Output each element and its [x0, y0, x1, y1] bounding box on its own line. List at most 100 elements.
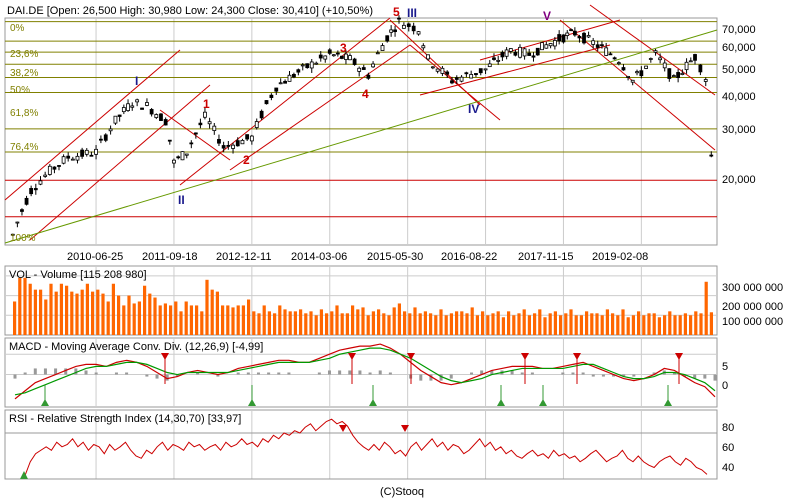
candle-body-4-1 [99, 138, 103, 141]
candle-body-17-3 [361, 67, 366, 70]
volume-bar-0 [13, 301, 17, 335]
volume-bar-2 [23, 277, 27, 335]
volume-tick-100m: 100 000 000 [722, 316, 783, 328]
volume-bar-115 [611, 313, 615, 335]
price-tick-60000: 60,000 [722, 42, 756, 54]
macd-histogram-35 [368, 372, 372, 375]
volume-bar-95 [507, 311, 511, 335]
volume-panel: VOL - Volume [115 208 980] 300 000 000 2… [4, 265, 783, 336]
candle-body-20-0 [397, 17, 401, 20]
candle-body-24-4 [500, 51, 505, 58]
candle-body-34-2 [680, 72, 685, 75]
volume-bar-15 [91, 291, 95, 335]
candle-body-7-2 [154, 114, 159, 118]
volume-bar-64 [345, 313, 349, 335]
candle-body-26-6 [552, 40, 557, 47]
macd-sell-marker-2 [407, 353, 415, 360]
volume-bar-107 [569, 309, 573, 335]
candle-body-22-4 [445, 71, 450, 75]
volume-bar-114 [605, 309, 609, 335]
candle-body-1-2 [38, 180, 43, 185]
macd-header: MACD - Moving Average Conv. Div. (12,26,… [9, 341, 263, 353]
candle-body-30-0 [616, 62, 621, 65]
volume-bar-16 [96, 289, 100, 335]
macd-panel: MACD - Moving Average Conv. Div. (12,26,… [4, 337, 728, 408]
candle-body-16-3 [340, 55, 344, 59]
macd-histogram-20 [216, 374, 220, 377]
candle-body-27-2 [569, 29, 573, 31]
volume-bar-94 [501, 317, 505, 335]
candle-body-6-1 [135, 99, 140, 103]
macd-histogram-51 [530, 372, 534, 375]
rsi-tick-60: 60 [722, 442, 734, 454]
volume-bar-49 [267, 311, 271, 335]
trend-line-10 [589, 4, 716, 96]
candle-body-32-0 [639, 70, 644, 77]
price-axis: 70,000 60,000 50,000 40,000 30,000 20,00… [722, 24, 756, 186]
candle-body-1-3 [43, 174, 48, 177]
rsi-tick-80: 80 [722, 422, 734, 434]
candle-body-15-5 [323, 55, 328, 60]
volume-bar-32 [179, 311, 183, 335]
macd-histogram-54 [561, 372, 565, 375]
macd-histogram-2 [33, 368, 37, 375]
volume-bar-57 [309, 311, 313, 335]
candle-body-16-1 [331, 54, 336, 57]
macd-markers [41, 353, 683, 406]
candle-body-30-2 [626, 76, 630, 78]
volume-bar-89 [475, 315, 479, 335]
wave-label-III: III [407, 6, 417, 20]
candle-body-22-0 [426, 54, 430, 60]
volume-bar-93 [496, 311, 500, 335]
macd-histogram-60 [622, 374, 626, 377]
candle-body-25-2 [518, 46, 522, 58]
macd-histogram-45 [470, 372, 474, 375]
fibo-label-382: 38,2% [10, 68, 38, 79]
candle-body-11-0 [203, 111, 207, 118]
candle-body-26-1 [531, 55, 536, 58]
volume-bar-124 [657, 317, 661, 335]
volume-bar-69 [371, 311, 375, 335]
macd-histogram-33 [348, 370, 352, 375]
wave-label-5: 5 [393, 5, 400, 19]
volume-bar-21 [122, 305, 126, 335]
rsi-grid [5, 410, 717, 480]
macd-histogram-8 [94, 372, 98, 375]
candle-body-9-0 [172, 159, 176, 164]
candle-body-17-1 [352, 58, 357, 65]
macd-histogram-23 [246, 372, 250, 375]
volume-bar-90 [481, 311, 485, 335]
volume-bar-12 [75, 293, 79, 335]
volume-bar-11 [70, 291, 74, 335]
candle-body-21-1 [421, 45, 426, 49]
macd-sell-marker-1 [348, 353, 356, 360]
candle-body-21-0 [416, 31, 421, 35]
candle-body-18-3 [380, 45, 385, 51]
volume-bar-72 [387, 315, 391, 335]
candle-body-7-1 [149, 109, 154, 115]
macd-histogram-26 [277, 372, 281, 375]
candle-body-26-5 [548, 43, 553, 47]
candle-body-15-4 [318, 54, 323, 59]
volume-bar-102 [543, 317, 547, 335]
volume-bar-25 [143, 285, 147, 335]
volume-bar-67 [361, 307, 365, 335]
volume-bar-91 [486, 315, 490, 335]
macd-histogram-25 [267, 372, 271, 375]
rsi-tick-40: 40 [722, 462, 734, 474]
volume-bar-79 [423, 311, 427, 335]
volume-bar-63 [340, 313, 344, 335]
wave-label-V: V [543, 9, 551, 23]
candle-body-23-5 [474, 73, 478, 76]
volume-bar-48 [262, 305, 266, 335]
wave-label-3: 3 [340, 41, 347, 55]
macd-histogram-34 [358, 370, 362, 375]
rsi-buy-marker-0 [20, 471, 28, 479]
candle-body-4-2 [103, 134, 108, 141]
volume-bar-6 [44, 299, 48, 335]
candle-body-26-4 [544, 44, 549, 49]
candle-body-13-0 [249, 135, 254, 142]
candle-body-35-1 [698, 64, 703, 73]
macd-histogram-66 [683, 374, 687, 377]
